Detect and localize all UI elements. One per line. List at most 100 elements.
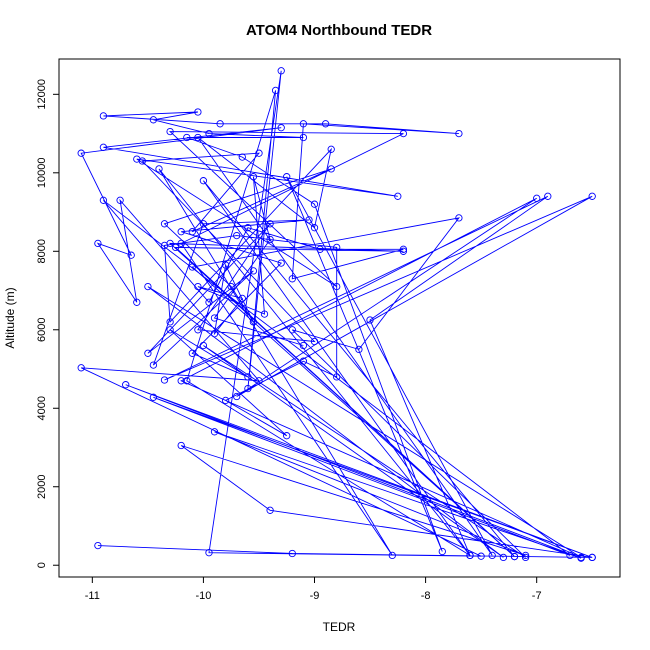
data-point: [299, 133, 308, 142]
data-point: [277, 67, 285, 75]
x-tick-label: -10: [195, 590, 211, 602]
data-point: [249, 173, 258, 181]
data-point: [510, 552, 519, 561]
data-point: [577, 553, 585, 562]
data-point: [521, 551, 530, 560]
data-point: [588, 553, 596, 562]
data-point: [388, 551, 396, 560]
data-point: [260, 310, 269, 318]
data-point: [288, 549, 296, 558]
data-point: [399, 247, 408, 255]
data-point: [521, 553, 530, 562]
data-point: [244, 373, 252, 381]
data-point: [177, 228, 185, 236]
data-point: [249, 318, 258, 326]
data-point: [499, 553, 508, 562]
data-point: [199, 177, 208, 185]
y-axis: 0 2000 4000 6000 8000 10000 12000: [36, 79, 59, 568]
data-point: [310, 200, 319, 208]
data-point: [160, 220, 169, 228]
data-point: [99, 143, 108, 151]
data-point: [160, 241, 169, 250]
data-point: [94, 239, 102, 248]
data-point: [77, 149, 85, 157]
data-point: [133, 298, 141, 306]
data-point: [299, 341, 308, 350]
data-point: [194, 326, 202, 334]
y-tick-label: 0: [36, 562, 48, 568]
data-point: [316, 245, 324, 253]
data-point: [488, 551, 496, 560]
data-point: [288, 275, 296, 283]
data-point: [266, 220, 274, 228]
data-point: [205, 549, 213, 557]
data-point: [305, 216, 313, 224]
data-point: [299, 357, 308, 365]
data-point: [188, 263, 196, 271]
data-point: [366, 316, 374, 324]
data-point: [99, 196, 108, 204]
data-point: [122, 381, 130, 389]
data-point: [544, 192, 552, 200]
data-point: [255, 149, 263, 157]
data-point: [310, 224, 319, 232]
data-point: [327, 145, 335, 153]
data-point: [144, 349, 152, 357]
x-tick-label: -8: [421, 590, 431, 602]
data-point: [194, 108, 202, 116]
data-point: [355, 345, 363, 354]
data-point: [177, 377, 185, 385]
x-tick-label: -9: [310, 590, 320, 602]
data-point: [266, 235, 274, 244]
data-point: [277, 259, 285, 267]
x-axis-label: TEDR: [323, 620, 356, 634]
data-point: [183, 377, 191, 385]
y-tick-label: 4000: [36, 396, 48, 420]
x-axis: -11 -10 -9 -8 -7: [85, 577, 542, 602]
data-point: [438, 547, 446, 556]
y-tick-label: 6000: [36, 318, 48, 342]
data-point: [333, 282, 341, 291]
data-point: [244, 384, 252, 393]
data-point: [99, 112, 108, 120]
y-tick-label: 10000: [36, 158, 48, 189]
data-point: [466, 551, 474, 560]
y-tick-label: 12000: [36, 79, 48, 110]
data-point: [205, 298, 213, 306]
data-point: [205, 129, 213, 138]
data-point: [160, 376, 169, 384]
data-point: [333, 373, 341, 381]
data-point: [166, 127, 174, 136]
data-point: [183, 133, 191, 142]
data-point: [194, 282, 202, 291]
data-point: [399, 245, 408, 253]
data-point: [333, 243, 341, 252]
data-point: [244, 224, 252, 232]
data-point: [166, 326, 174, 334]
data-point: [233, 392, 241, 401]
data-point: [299, 120, 308, 128]
data-point: [266, 506, 274, 514]
data-point: [188, 228, 196, 236]
data-point: [210, 428, 219, 436]
data-point: [283, 432, 291, 440]
x-tick-label: -7: [532, 590, 542, 602]
chart-title: ATOM4 Northbound TEDR: [246, 22, 432, 39]
x-tick-label: -11: [85, 590, 100, 602]
data-point: [94, 541, 102, 550]
data-point: [327, 165, 335, 173]
data-point: [238, 153, 246, 161]
data-point: [233, 231, 241, 240]
data-point: [249, 267, 258, 275]
y-tick-label: 8000: [36, 239, 48, 263]
data-point: [455, 129, 463, 138]
data-point: [283, 173, 291, 181]
y-axis-label: Altitude (m): [3, 287, 17, 348]
data-point: [138, 157, 146, 165]
y-tick-label: 2000: [36, 475, 48, 499]
data-point: [149, 393, 158, 401]
data-point: [210, 314, 219, 322]
data-point: [277, 124, 285, 132]
